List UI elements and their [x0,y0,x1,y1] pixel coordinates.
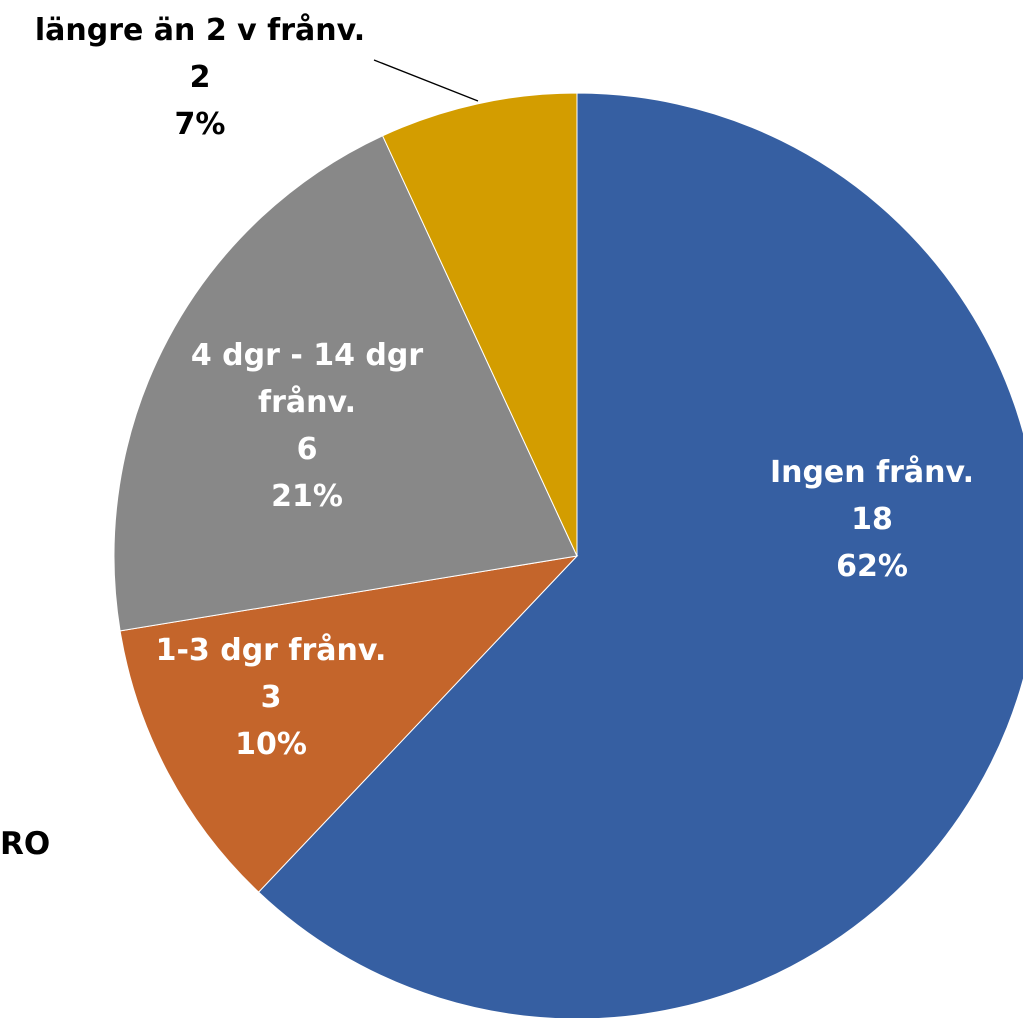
slice-label-2-line-0: 4 dgr - 14 dgr [191,338,424,373]
slice-label-0-line-1: 18 [851,502,893,537]
slice-label-0-line-2: 62% [836,549,908,584]
slice-label-2-line-3: 21% [271,479,343,514]
leader-line-3 [373,59,479,102]
slice-label-2-line-2: 6 [297,432,318,467]
slice-label-3-line-0: längre än 2 v frånv. [35,12,365,48]
pie-slice-2 [113,135,578,632]
pie-slice-0 [257,92,1023,1018]
pie-slice-3 [381,92,578,557]
slice-label-1-line-1: 3 [261,680,282,715]
slice-label-2-line-1: frånv. [258,384,356,420]
slice-label-3-line-2: 7% [175,107,226,142]
slice-label-1-line-0: 1-3 dgr frånv. [156,632,387,668]
cropped-label: RO [0,826,51,862]
slice-label-1-line-2: 10% [235,727,307,762]
slice-label-3-line-1: 2 [190,60,211,95]
pie-slice-1 [119,555,579,893]
slice-label-0-line-0: Ingen frånv. [770,454,974,490]
